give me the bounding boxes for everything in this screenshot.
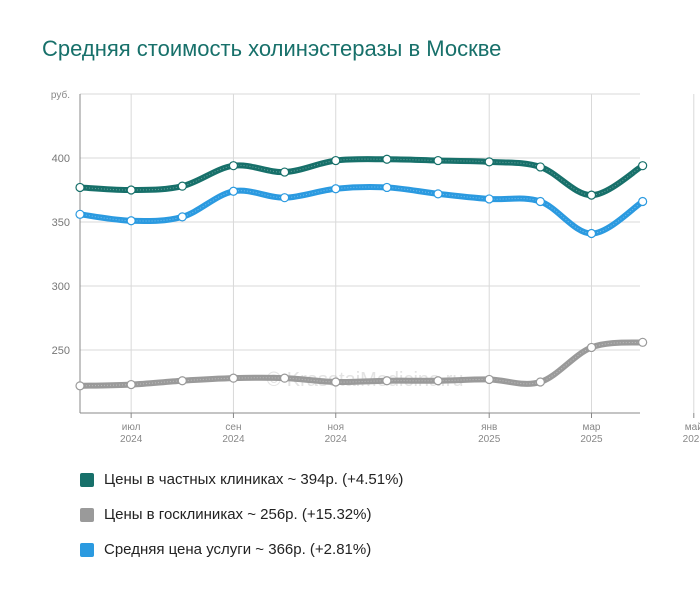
data-point-private <box>126 185 136 195</box>
data-point-average <box>484 194 494 204</box>
data-point-average <box>177 212 187 222</box>
data-point-public <box>382 376 392 386</box>
data-point-average <box>382 182 392 193</box>
data-point-average <box>75 209 85 219</box>
data-point-private <box>75 182 85 193</box>
legend-item-private[interactable]: Цены в частных клиниках ~ 394р. (+4.51%) <box>80 462 403 497</box>
data-point-public <box>126 379 136 390</box>
data-point-public <box>75 381 85 391</box>
legend: Цены в частных клиниках ~ 394р. (+4.51%)… <box>80 462 403 567</box>
data-point-public <box>433 376 443 386</box>
x-tick-label-year: 2024 <box>120 434 143 445</box>
data-point-private <box>638 161 648 171</box>
x-tick-label-year: 2024 <box>222 434 245 445</box>
data-point-average <box>638 196 648 207</box>
legend-swatch-average <box>80 542 94 557</box>
y-tick-label: 300 <box>52 281 70 293</box>
x-tick-label-year: 2025 <box>683 434 700 445</box>
data-point-private <box>177 181 187 191</box>
x-tick-label-month: май <box>685 422 700 433</box>
y-axis-unit-label: руб. <box>51 89 70 101</box>
chart-title: Средняя стоимость холинэстеразы в Москве <box>42 36 502 61</box>
data-point-private <box>382 154 392 164</box>
data-point-public <box>280 373 290 383</box>
legend-label-public: Цены в госклиниках ~ 256р. (+15.32%) <box>104 506 372 523</box>
x-tick-label-year: 2024 <box>325 434 348 445</box>
data-point-public <box>331 377 341 387</box>
x-tick-label-month: сен <box>225 422 241 433</box>
data-point-private <box>228 161 239 171</box>
data-point-public <box>638 337 648 347</box>
x-tick-label-year: 2025 <box>478 434 501 445</box>
series-line-average <box>77 184 646 237</box>
x-tick-label-month: июл <box>122 422 141 433</box>
legend-item-average[interactable]: Средняя цена услуги ~ 366р. (+2.81%) <box>80 532 403 567</box>
data-point-public <box>535 377 545 387</box>
data-point-private <box>280 167 290 177</box>
data-point-public <box>484 374 494 385</box>
x-tick-label-month: мар <box>583 422 601 433</box>
legend-item-public[interactable]: Цены в госклиниках ~ 256р. (+15.32%) <box>80 497 403 532</box>
data-point-average <box>126 216 136 226</box>
data-point-private <box>586 190 597 200</box>
data-point-private <box>484 157 494 167</box>
data-point-private <box>331 155 341 166</box>
legend-label-average: Средняя цена услуги ~ 366р. (+2.81%) <box>104 541 372 558</box>
data-point-average <box>280 193 290 203</box>
data-point-public <box>228 373 239 383</box>
data-point-private <box>535 162 545 172</box>
data-point-private <box>433 155 443 166</box>
data-point-public <box>177 376 187 386</box>
x-tick-label-year: 2025 <box>580 434 603 445</box>
legend-swatch-public <box>80 507 94 522</box>
data-point-average <box>586 228 597 239</box>
data-point-public <box>586 342 597 353</box>
data-point-average <box>535 196 545 207</box>
series-layer <box>75 154 648 391</box>
series-line-public <box>77 339 646 389</box>
legend-swatch-private <box>80 472 94 487</box>
y-tick-label: 350 <box>52 217 70 229</box>
grid <box>80 93 695 413</box>
axes: 250300350400руб.июл2024сен2024ноя2024янв… <box>51 89 700 445</box>
data-point-average <box>433 189 443 199</box>
legend-label-private: Цены в частных клиниках ~ 394р. (+4.51%) <box>104 471 404 488</box>
x-tick-label-month: янв <box>481 422 497 433</box>
data-point-average <box>331 184 341 194</box>
x-tick-label-month: ноя <box>328 422 345 433</box>
y-tick-label: 250 <box>52 345 70 357</box>
y-tick-label: 400 <box>52 153 70 165</box>
data-point-average <box>228 186 239 196</box>
